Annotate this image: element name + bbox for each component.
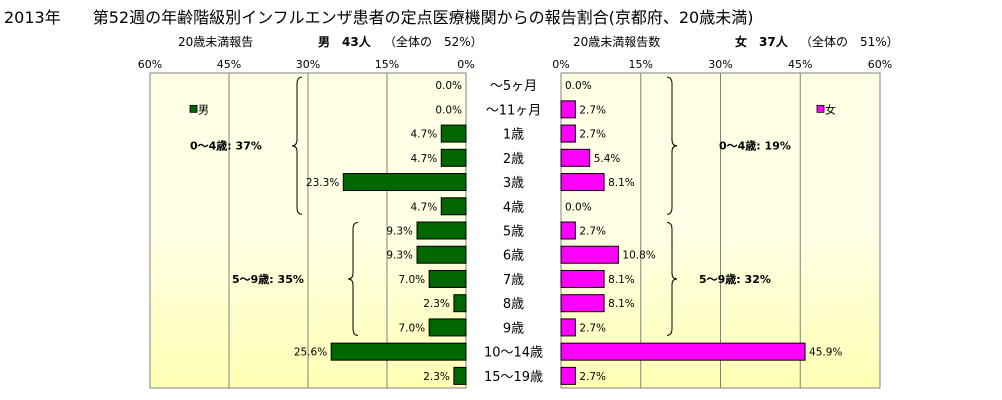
female-0-4-annotation: 0～4歳: 19% xyxy=(719,139,791,153)
female-bar xyxy=(560,124,576,143)
female-data-label: 8.1% xyxy=(608,177,635,189)
male-data-label: 0.0% xyxy=(435,104,462,116)
category-label: 6歳 xyxy=(503,249,524,264)
category-label: 4歳 xyxy=(503,200,524,215)
male-bar xyxy=(453,294,467,313)
male-5-9-annotation: 5～9歳: 35% xyxy=(232,272,304,286)
male-data-label: 2.3% xyxy=(423,371,450,383)
female-5-9-brace xyxy=(666,222,678,336)
male-data-label: 9.3% xyxy=(386,250,413,262)
female-data-label: 45.9% xyxy=(809,347,842,359)
male-bar xyxy=(428,269,467,288)
female-bar xyxy=(560,366,576,385)
female-data-label: 8.1% xyxy=(608,274,635,286)
right-x-tick-label: 15% xyxy=(629,58,653,71)
male-data-label: 23.3% xyxy=(306,177,339,189)
female-5-9-annotation: 5～9歳: 32% xyxy=(699,272,771,286)
female-data-label: 5.4% xyxy=(594,153,621,165)
female-data-label: 2.7% xyxy=(579,104,606,116)
female-data-label: 2.7% xyxy=(579,322,606,334)
category-label: 15～19歳 xyxy=(484,370,543,385)
female-bar xyxy=(560,269,605,288)
category-label: ～5ヶ月 xyxy=(490,79,537,94)
male-data-label: 25.6% xyxy=(294,347,327,359)
female-bar xyxy=(560,342,806,361)
right-x-tick-label: 45% xyxy=(788,58,812,71)
male-data-label: 7.0% xyxy=(398,322,425,334)
right-x-tick-label: 60% xyxy=(868,58,892,71)
category-label: 7歳 xyxy=(503,273,524,288)
male-bar xyxy=(440,148,467,167)
male-data-label: 4.7% xyxy=(411,153,438,165)
male-0-4-brace xyxy=(291,76,303,215)
female-data-label: 2.7% xyxy=(579,371,606,383)
female-data-label: 2.7% xyxy=(579,226,606,238)
chart-title: 2013年 第52週の年齢階級別インフルエンザ患者の定点医療機関からの報告割合(… xyxy=(4,8,754,27)
male-data-label: 2.3% xyxy=(423,298,450,310)
left-x-tick-label: 60% xyxy=(138,58,162,71)
right-x-tick-label: 0% xyxy=(552,58,569,71)
right-header-share: （全体の 51%） xyxy=(800,35,899,49)
left-x-tick-label: 15% xyxy=(375,58,399,71)
male-bar xyxy=(416,221,467,240)
left-x-tick-label: 30% xyxy=(296,58,320,71)
left-header-share: （全体の 52%） xyxy=(384,35,483,49)
female-legend-swatch xyxy=(816,104,825,113)
male-data-label: 4.7% xyxy=(411,201,438,213)
female-data-label: 8.1% xyxy=(608,298,635,310)
male-bar xyxy=(440,197,467,216)
left-header-label: 20歳未満報告 xyxy=(178,35,254,49)
left-header-count: 43人 xyxy=(342,35,371,49)
male-bar xyxy=(416,245,467,264)
male-0-4-annotation: 0～4歳: 37% xyxy=(190,139,262,153)
male-data-label: 4.7% xyxy=(411,129,438,141)
female-bar xyxy=(560,173,605,192)
right-header-count: 37人 xyxy=(759,35,788,49)
right-x-tick-label: 30% xyxy=(708,58,732,71)
female-data-label: 0.0% xyxy=(565,201,592,213)
male-bar xyxy=(453,366,467,385)
male-data-label: 7.0% xyxy=(398,274,425,286)
category-label: 9歳 xyxy=(503,321,524,336)
male-data-label: 9.3% xyxy=(386,226,413,238)
female-data-label: 0.0% xyxy=(565,80,592,92)
category-label: ～11ヶ月 xyxy=(486,103,542,118)
male-bar xyxy=(440,124,467,143)
left-x-tick-label: 0% xyxy=(457,58,474,71)
category-label: 3歳 xyxy=(503,176,524,191)
category-label: 10～14歳 xyxy=(484,346,543,361)
left-x-tick-label: 45% xyxy=(217,58,241,71)
category-label: 1歳 xyxy=(503,128,524,143)
female-bar xyxy=(560,294,605,313)
female-data-label: 10.8% xyxy=(622,250,655,262)
left-header-sex: 男 xyxy=(318,35,331,49)
male-data-label: 0.0% xyxy=(435,80,462,92)
category-label: 2歳 xyxy=(503,152,524,167)
right-header-sex: 女 xyxy=(735,35,748,49)
female-bar xyxy=(560,245,619,264)
female-bar xyxy=(560,221,576,240)
male-bar xyxy=(428,318,467,337)
female-bar xyxy=(560,148,591,167)
female-bar xyxy=(560,100,576,119)
female-data-label: 2.7% xyxy=(579,129,606,141)
female-0-4-brace xyxy=(666,76,678,215)
category-label: 5歳 xyxy=(503,225,524,240)
category-label: 8歳 xyxy=(503,297,524,312)
male-legend-swatch xyxy=(189,104,198,113)
female-legend-label: 女 xyxy=(825,102,836,116)
female-bar xyxy=(560,318,576,337)
right-header-label: 20歳未満報告数 xyxy=(573,35,661,49)
male-bar xyxy=(330,342,467,361)
male-bar xyxy=(342,173,467,192)
male-5-9-brace xyxy=(347,222,359,336)
male-legend-label: 男 xyxy=(198,103,209,116)
